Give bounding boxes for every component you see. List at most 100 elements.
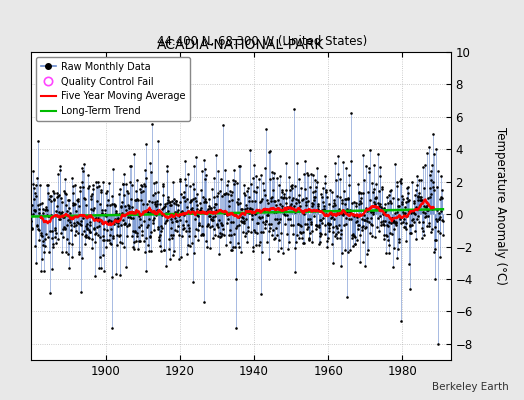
Point [231, 210, 239, 217]
Point [59, 226, 67, 232]
Point [80, 196, 89, 202]
Point [420, 232, 429, 238]
Point [174, 213, 183, 219]
Point [249, 188, 258, 195]
Point [403, 190, 412, 197]
Point [368, 233, 376, 239]
Point [219, 121, 227, 128]
Point [174, 202, 182, 208]
Point [407, 230, 415, 236]
Point [182, 251, 191, 258]
Point [430, 187, 439, 194]
Point [92, 198, 101, 204]
Point [68, 241, 76, 247]
Point [148, 120, 157, 127]
Point [227, 218, 235, 225]
Point [424, 213, 433, 219]
Point [337, 227, 345, 233]
Point [377, 204, 385, 211]
Point [228, 188, 236, 195]
Point [405, 260, 413, 267]
Point [106, 202, 114, 208]
Point [368, 189, 377, 195]
Point [51, 227, 59, 234]
Point [136, 186, 145, 192]
Point [353, 181, 362, 187]
Point [195, 221, 203, 228]
Point [420, 185, 428, 191]
Point [40, 268, 48, 274]
Point [280, 211, 288, 217]
Point [117, 204, 126, 210]
Point [366, 147, 374, 153]
Point [147, 248, 155, 254]
Point [78, 230, 86, 237]
Point [313, 201, 322, 208]
Point [438, 216, 446, 223]
Point [410, 219, 418, 225]
Point [437, 208, 445, 214]
Point [312, 222, 320, 228]
Point [167, 216, 175, 222]
Point [228, 244, 237, 250]
Point [32, 193, 40, 199]
Point [155, 237, 163, 243]
Point [275, 218, 283, 225]
Point [197, 232, 205, 238]
Point [133, 230, 141, 236]
Point [189, 196, 197, 202]
Point [345, 208, 354, 214]
Point [256, 199, 265, 205]
Point [407, 208, 415, 214]
Point [290, 209, 299, 215]
Point [206, 205, 214, 211]
Point [99, 252, 107, 259]
Point [215, 187, 224, 194]
Point [414, 197, 422, 203]
Point [368, 222, 377, 228]
Point [233, 180, 241, 186]
Point [226, 247, 235, 253]
Point [140, 248, 149, 255]
Point [85, 221, 94, 228]
Point [327, 211, 335, 218]
Point [96, 264, 105, 271]
Point [136, 197, 145, 203]
Point [246, 205, 254, 211]
Point [126, 179, 134, 185]
Point [307, 219, 315, 226]
Point [286, 203, 294, 209]
Point [59, 234, 68, 240]
Point [279, 195, 287, 202]
Point [406, 223, 414, 229]
Point [343, 294, 351, 300]
Point [137, 189, 145, 196]
Point [346, 207, 354, 213]
Point [180, 193, 188, 200]
Point [111, 215, 119, 222]
Point [169, 196, 178, 202]
Point [325, 227, 334, 234]
Point [56, 166, 64, 173]
Point [347, 157, 356, 164]
Point [328, 214, 336, 220]
Point [436, 196, 444, 202]
Point [354, 222, 362, 228]
Point [204, 212, 213, 219]
Point [370, 234, 379, 240]
Point [437, 173, 445, 180]
Point [370, 201, 379, 208]
Point [138, 201, 147, 207]
Point [123, 223, 131, 229]
Point [110, 218, 118, 224]
Point [203, 223, 211, 229]
Point [352, 218, 360, 225]
Point [161, 220, 169, 226]
Point [393, 183, 401, 189]
Point [217, 193, 226, 199]
Point [205, 196, 213, 203]
Point [251, 211, 259, 218]
Point [416, 202, 424, 209]
Point [231, 178, 239, 184]
Point [375, 200, 384, 207]
